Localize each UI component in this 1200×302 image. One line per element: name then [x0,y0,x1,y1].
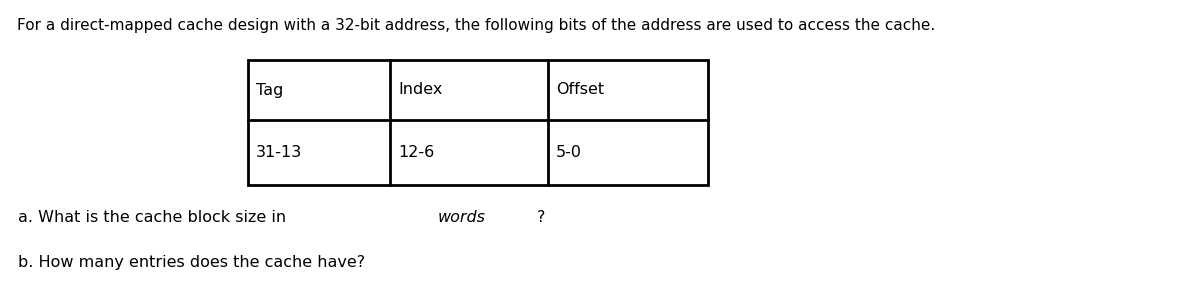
Bar [248,60,708,185]
Text: 31-13: 31-13 [256,145,302,160]
Text: 12-6: 12-6 [398,145,434,160]
Text: b. How many entries does the cache have?: b. How many entries does the cache have? [18,255,365,269]
Text: Index: Index [398,82,443,98]
Text: ?: ? [536,210,545,226]
Text: words: words [437,210,485,226]
Text: For a direct-mapped cache design with a 32-bit address, the following bits of th: For a direct-mapped cache design with a … [17,18,935,33]
Text: Tag: Tag [256,82,283,98]
Text: 5-0: 5-0 [556,145,582,160]
Text: a. What is the cache block size in: a. What is the cache block size in [18,210,292,226]
Text: Offset: Offset [556,82,604,98]
